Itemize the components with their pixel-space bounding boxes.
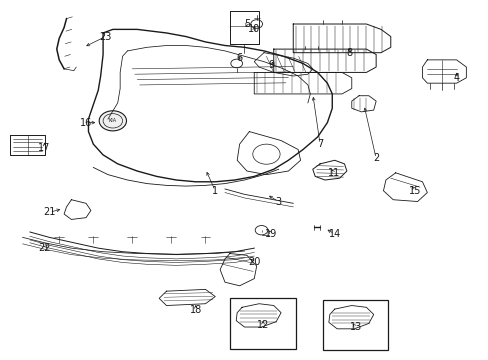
Text: 10: 10 [247,24,260,35]
Text: 13: 13 [349,322,361,332]
Text: 18: 18 [189,305,202,315]
FancyBboxPatch shape [229,298,295,348]
Circle shape [99,111,126,131]
Text: 21: 21 [43,207,56,217]
Text: 9: 9 [268,60,274,70]
Text: 4: 4 [453,73,459,83]
Text: 17: 17 [39,143,51,153]
FancyBboxPatch shape [322,300,387,350]
Text: 14: 14 [328,229,340,239]
Text: 6: 6 [236,53,242,63]
Text: 23: 23 [99,32,111,41]
Text: 22: 22 [38,243,51,253]
Text: 15: 15 [408,186,421,196]
Text: 11: 11 [327,168,339,178]
Text: 5: 5 [244,19,249,29]
Text: 12: 12 [256,320,269,330]
Text: 3: 3 [275,197,281,207]
Text: 8: 8 [346,48,352,58]
Text: 20: 20 [247,257,260,267]
Text: 19: 19 [264,229,277,239]
Text: 2: 2 [372,153,379,163]
Text: KIA: KIA [108,118,117,123]
Text: 7: 7 [316,139,323,149]
Text: 16: 16 [80,118,92,128]
Text: 1: 1 [212,186,218,196]
